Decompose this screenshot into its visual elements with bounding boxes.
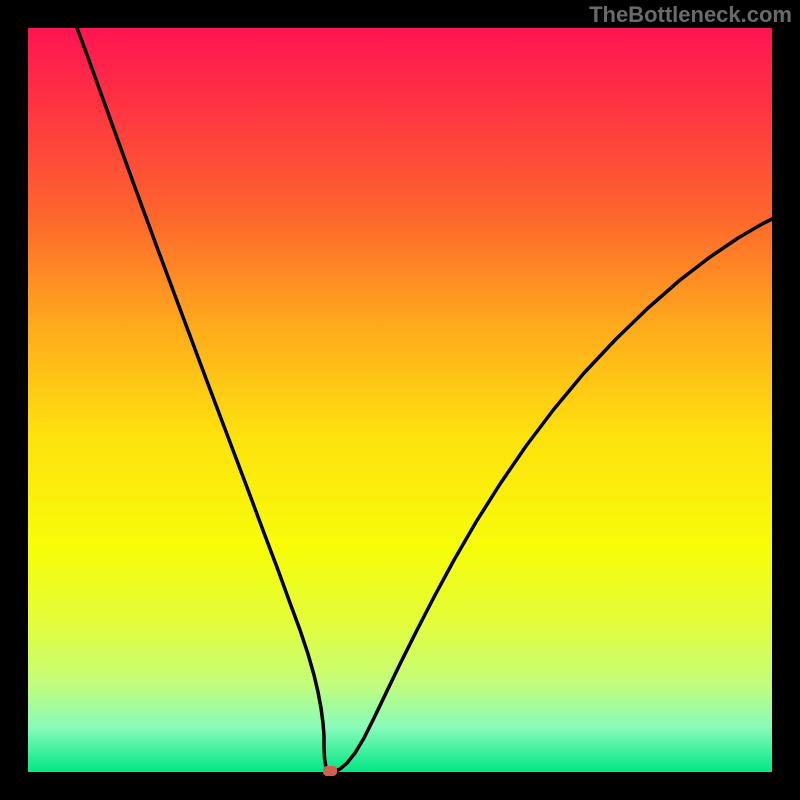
bottleneck-chart bbox=[0, 0, 800, 800]
minimum-marker bbox=[323, 766, 337, 776]
watermark-text: TheBottleneck.com bbox=[589, 2, 792, 28]
chart-container: TheBottleneck.com bbox=[0, 0, 800, 800]
